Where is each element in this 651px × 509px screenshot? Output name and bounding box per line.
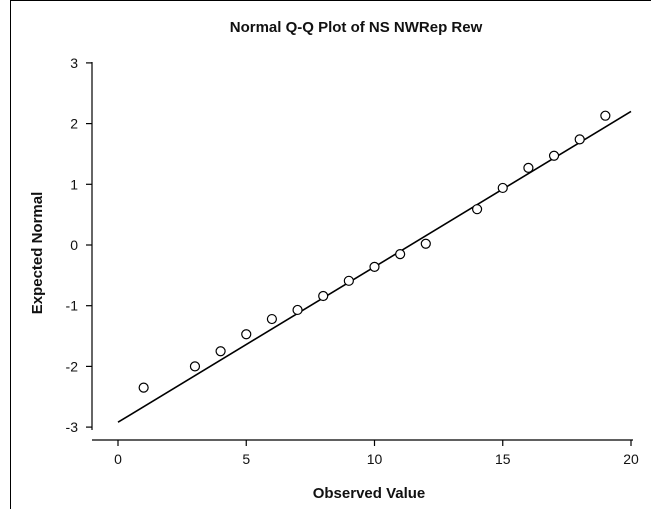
data-points <box>138 110 611 393</box>
y-tick-label: -3 <box>66 419 79 435</box>
data-point <box>574 134 585 145</box>
y-tick-label: -1 <box>66 298 79 314</box>
data-point <box>215 346 226 357</box>
y-tick-label: 3 <box>70 55 78 71</box>
x-tick-label: 0 <box>114 451 122 467</box>
data-point <box>420 238 431 249</box>
y-tick-label: -2 <box>66 358 79 374</box>
data-point <box>266 313 277 325</box>
x-tick-label: 10 <box>367 451 383 467</box>
y-tick-label: 2 <box>70 116 78 132</box>
data-point <box>472 204 483 215</box>
data-point <box>369 261 380 272</box>
data-point <box>318 290 329 302</box>
data-point <box>292 304 303 316</box>
y-axis-title: Expected Normal <box>29 192 46 315</box>
data-point <box>343 275 354 286</box>
data-point <box>189 361 201 372</box>
x-tick-label: 5 <box>242 451 250 467</box>
x-tick-label: 20 <box>623 451 639 467</box>
y-tick-label: 0 <box>70 237 78 253</box>
data-point <box>241 329 252 340</box>
data-point <box>138 382 149 393</box>
y-axis-ticks: -3 -2 -1 0 1 2 3 <box>66 55 92 435</box>
data-point <box>395 249 406 260</box>
data-point <box>497 182 508 194</box>
x-axis-title: Observed Value <box>313 485 426 502</box>
x-axis-ticks: 0 5 10 15 20 <box>114 440 639 467</box>
chart-title: Normal Q-Q Plot of NS NWRep Rew <box>230 19 483 36</box>
plot-area: 0 5 10 15 20 -3 -2 -1 0 1 2 3 <box>66 55 639 467</box>
y-tick-label: 1 <box>70 176 78 192</box>
data-point <box>548 150 560 161</box>
x-tick-label: 15 <box>495 451 511 467</box>
data-point <box>600 110 611 121</box>
data-point <box>523 162 534 174</box>
